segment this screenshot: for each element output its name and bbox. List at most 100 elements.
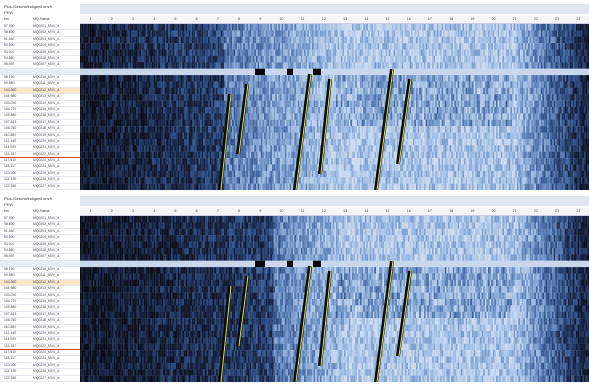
heatmap-cell [379,56,381,63]
heatmap-cell [294,56,296,63]
heatmap-cell [86,94,88,101]
heatmap-cell [264,94,266,101]
heatmap-cell [90,81,92,88]
heatmap-cell [280,88,282,95]
heatmap-cell [410,101,412,108]
heatmap-cell [256,101,258,108]
heatmap-cell [115,62,117,69]
heatmap-cell [282,30,284,37]
heatmap-cell [432,88,434,95]
heatmap-cell [491,62,493,69]
heatmap-cell [150,24,152,31]
heatmap-cell [562,24,564,31]
heatmap-cell [350,24,352,31]
heatmap-cell [493,120,495,127]
heatmap-cell [144,101,146,108]
heatmap-cell [90,30,92,37]
heatmap-cell [526,50,528,57]
heatmap-cell [99,107,101,114]
heatmap-cell [163,56,165,63]
heatmap-cell [518,37,520,44]
heatmap-cell [82,75,84,82]
heatmap-cell [280,94,282,101]
heatmap-cell [474,62,476,69]
heatmap-cell [454,30,456,37]
heatmap-cell [494,43,496,50]
heatmap-cell [262,94,264,101]
heatmap-cell [101,37,103,44]
heatmap-cell [296,24,298,31]
heatmap-cell [370,101,372,108]
heatmap-cell [464,50,466,57]
heatmap-cell [462,81,464,88]
heatmap-cell [322,88,324,95]
heatmap-cell [141,37,143,44]
heatmap-cell [477,37,479,44]
heatmap-cell [190,94,192,101]
heatmap-cell [358,24,360,31]
heatmap-cell [538,43,540,50]
heatmap-cell [363,50,365,57]
heatmap-cell [114,101,116,108]
heatmap-cell [334,56,336,63]
heatmap-cell [123,75,125,82]
hour-tick-label: 22 [525,17,546,21]
heatmap-cell [306,62,308,69]
heatmap-cell [165,30,167,37]
heatmap-cell [189,101,191,108]
heatmap-cell [560,75,562,82]
heatmap-cell [146,94,148,101]
heatmap-cell [373,56,375,63]
heatmap-cell [472,24,474,31]
heatmap-cell [582,30,584,37]
heatmap-cell [123,37,125,44]
heatmap-cell [496,43,498,50]
heatmap-cell [482,62,484,69]
heatmap-cell [312,107,314,114]
heatmap-cell [576,81,578,88]
heatmap-cell [544,37,546,44]
heatmap-cell [362,56,364,63]
heatmap-cell [261,37,263,44]
heatmap-cell [405,43,407,50]
heatmap-cell [379,120,381,127]
heatmap-cell [162,56,164,63]
heatmap-cell [458,75,460,82]
heatmap-cell [427,50,429,57]
heatmap-cell [464,24,466,31]
heatmap-cell [189,107,191,114]
heatmap-cell [437,43,439,50]
heatmap-cell [128,43,130,50]
heatmap-cell [330,62,332,69]
heatmap-cell [558,94,560,101]
heatmap-cell [507,43,509,50]
heatmap-cell [80,56,82,63]
heatmap-cell [173,43,175,50]
heatmap-cell [142,75,144,82]
heatmap-cell [189,113,191,120]
heatmap-cell [213,24,215,31]
heatmap-cell [387,30,389,37]
heatmap-cell [125,56,127,63]
heatmap-cell [554,24,556,31]
heatmap-cell [283,101,285,108]
heatmap-cell [195,107,197,114]
heatmap-cell [430,24,432,31]
heatmap-cell [208,24,210,31]
heatmap-cell [347,62,349,69]
heatmap-cell [270,75,272,82]
heatmap-cell [88,81,90,88]
heatmap-cell [555,101,557,108]
heatmap-cell [216,75,218,82]
heatmap-cell [413,24,415,31]
heatmap-cell [190,30,192,37]
heatmap-cell [350,81,352,88]
heatmap-cell [374,120,376,127]
heatmap-cell [141,43,143,50]
heatmap-cell [277,56,279,63]
heatmap-cell [541,94,543,101]
heatmap-cell [102,43,104,50]
heatmap-cell [576,113,578,120]
heatmap-cell [130,101,132,108]
heatmap-cell [333,94,335,101]
